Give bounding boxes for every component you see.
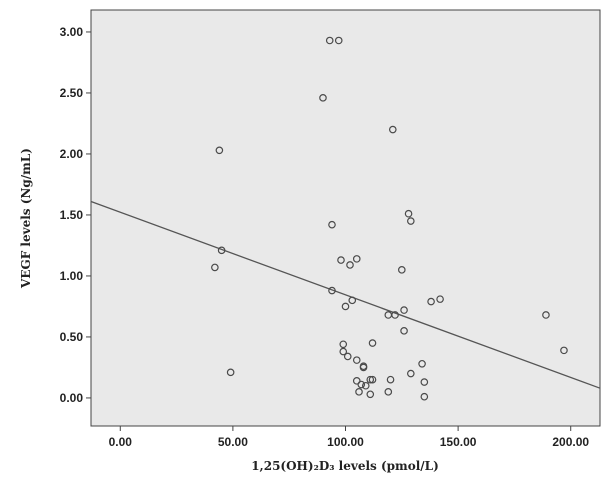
data-point (341, 302, 350, 311)
data-point (343, 352, 352, 361)
data-point (404, 209, 413, 218)
data-point (334, 36, 343, 45)
data-point (217, 246, 226, 255)
data-point (348, 296, 357, 305)
data-point (357, 380, 366, 389)
data-point (420, 378, 429, 386)
y-axis-label: VEGF levels (Ng/mL) (19, 148, 33, 289)
data-point (366, 375, 375, 384)
y-tick-label: 3.00 (60, 25, 84, 39)
x-tick-label: 50.00 (218, 435, 248, 449)
y-tick-label: 2.00 (60, 147, 84, 161)
data-point (542, 311, 550, 319)
data-point (391, 311, 399, 319)
regression-line (90, 200, 601, 389)
y-tick-label: 1.50 (60, 208, 84, 222)
x-tick-label: 100.00 (327, 435, 364, 449)
y-tick-label: 1.00 (60, 269, 84, 283)
data-point (339, 347, 348, 356)
data-point (361, 381, 370, 390)
data-point (226, 368, 235, 377)
data-point (328, 286, 336, 295)
data-point (400, 306, 408, 314)
y-tick-label: 0.50 (60, 330, 84, 344)
data-point (359, 363, 368, 372)
data-point (418, 359, 426, 368)
y-tick-label: 2.50 (60, 86, 84, 100)
data-point (325, 36, 334, 45)
data-point (352, 356, 361, 364)
data-point (384, 388, 393, 396)
x-tick-label: 0.00 (109, 435, 133, 449)
data-point (337, 256, 345, 264)
data-point (560, 346, 568, 355)
data-point (328, 220, 336, 229)
data-point (211, 263, 219, 272)
data-point (420, 392, 429, 401)
data-point (398, 266, 406, 274)
data-point (319, 94, 327, 102)
data-point (366, 390, 375, 399)
data-point (368, 375, 377, 384)
data-points-layer (211, 36, 568, 401)
x-axis-label: 1,25(OH)₂D₃ levels (pmol/L) (251, 459, 439, 473)
data-point (400, 327, 408, 335)
data-point (388, 125, 397, 134)
y-tick-label: 0.00 (60, 391, 84, 405)
x-tick-label: 200.00 (552, 435, 589, 449)
data-point (407, 369, 415, 378)
data-point (339, 340, 348, 349)
data-point (352, 377, 361, 385)
plot-area (90, 9, 601, 427)
x-tick-label: 150.00 (440, 435, 477, 449)
data-point (386, 375, 395, 384)
data-point (355, 388, 363, 396)
y-axis: 0.00 0.50 1.00 1.50 2.00 2.50 3.00 (60, 25, 91, 405)
data-point (368, 339, 377, 347)
data-point (407, 217, 415, 225)
data-point (215, 146, 224, 155)
fit-line-layer (90, 200, 601, 389)
data-point (427, 297, 435, 306)
data-point (346, 261, 354, 269)
data-point (436, 295, 444, 303)
x-axis: 0.00 50.00 100.00 150.00 200.00 (109, 426, 589, 449)
data-point (352, 255, 361, 263)
